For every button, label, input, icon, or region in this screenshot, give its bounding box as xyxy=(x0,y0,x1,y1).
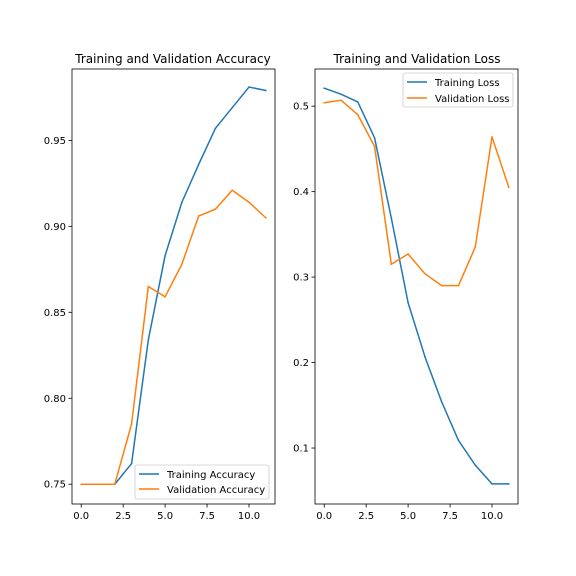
series-line-validation-loss xyxy=(323,99,510,287)
loss-chart-legend: Training Loss Validation Loss xyxy=(402,72,514,108)
loss-x-tick-label: 7.5 xyxy=(442,511,458,522)
loss-y-tick-label: 0.5 xyxy=(293,102,309,113)
data-point-validation-accuracy xyxy=(80,483,82,485)
data-point-validation-accuracy xyxy=(181,263,183,265)
data-point-validation-loss xyxy=(323,102,325,104)
data-point-validation-accuracy xyxy=(97,483,99,485)
data-point-training-accuracy xyxy=(214,127,217,130)
data-point-training-loss xyxy=(457,439,460,442)
data-point-training-loss xyxy=(373,137,376,139)
legend-label-training-accuracy: Training Accuracy xyxy=(166,470,255,481)
data-point-validation-loss xyxy=(390,263,393,266)
accuracy-chart-legend: Training Accuracy Validation Accuracy xyxy=(134,464,270,500)
data-point-validation-accuracy xyxy=(130,423,133,425)
data-point-validation-loss xyxy=(508,186,510,189)
loss-y-tick-label: 0.3 xyxy=(293,273,309,284)
data-point-training-accuracy xyxy=(265,89,267,92)
data-point-training-loss xyxy=(390,217,393,219)
accuracy-chart-title: Training and Validation Accuracy xyxy=(74,52,270,66)
data-point-training-accuracy xyxy=(147,339,150,341)
loss-x-tick-label: 0.0 xyxy=(316,511,332,522)
data-point-validation-accuracy xyxy=(197,215,200,217)
accuracy-chart-axes-frame xyxy=(71,68,276,505)
data-point-training-loss xyxy=(508,483,510,485)
data-point-training-loss xyxy=(424,355,426,358)
data-point-training-loss xyxy=(440,401,443,403)
accuracy-legend-box xyxy=(134,464,270,500)
data-point-training-accuracy xyxy=(164,254,166,257)
loss-y-tick-label: 0.1 xyxy=(293,444,309,455)
loss-chart-plot-area: 0.0 2.5 5.0 7.5 10.0 0.1 0.2 0.3 0.4 0.5 xyxy=(293,87,510,522)
series-line-training-loss xyxy=(323,87,510,485)
data-point-validation-loss xyxy=(340,99,342,101)
loss-chart-axes-frame xyxy=(314,68,519,505)
data-point-training-accuracy xyxy=(197,163,200,166)
legend-label-training-loss: Training Loss xyxy=(434,78,500,89)
data-point-training-loss xyxy=(474,464,476,466)
data-point-validation-loss xyxy=(373,145,376,148)
data-point-training-loss xyxy=(491,483,493,485)
accuracy-x-tick-label: 2.5 xyxy=(115,511,131,522)
accuracy-x-tick-label: 0.0 xyxy=(73,511,89,522)
data-point-validation-loss xyxy=(424,272,426,275)
data-point-training-loss xyxy=(340,93,342,95)
accuracy-y-tick-label: 0.80 xyxy=(44,394,66,405)
loss-x-tick-label: 5.0 xyxy=(400,511,416,522)
accuracy-x-tick-label: 5.0 xyxy=(157,511,173,522)
series-line-validation-accuracy xyxy=(80,189,267,485)
data-point-validation-accuracy xyxy=(114,483,116,485)
accuracy-chart-plot-area: 0.0 2.5 5.0 7.5 10.0 0.75 0.80 0.85 0.90 0.95 xyxy=(44,86,267,522)
data-point-validation-loss xyxy=(457,284,460,287)
data-point-validation-accuracy xyxy=(265,216,267,219)
data-point-validation-loss xyxy=(491,136,493,138)
data-point-validation-accuracy xyxy=(248,201,250,204)
legend-label-validation-accuracy: Validation Accuracy xyxy=(167,485,265,496)
accuracy-y-tick-label: 0.75 xyxy=(44,480,66,491)
loss-x-tick-label: 2.5 xyxy=(358,511,374,522)
accuracy-y-tick-label: 0.85 xyxy=(44,308,66,319)
loss-y-tick-label: 0.4 xyxy=(293,187,309,198)
legend-label-validation-loss: Validation Loss xyxy=(435,94,510,105)
accuracy-x-tick-label: 7.5 xyxy=(199,511,215,522)
data-point-validation-accuracy xyxy=(147,285,150,288)
loss-legend-box xyxy=(402,72,514,108)
data-point-validation-loss xyxy=(357,113,359,116)
data-point-validation-accuracy xyxy=(214,208,217,210)
data-point-training-loss xyxy=(357,101,359,103)
data-point-training-accuracy xyxy=(130,462,133,465)
data-point-validation-accuracy xyxy=(231,189,233,191)
data-point-training-loss xyxy=(407,301,409,304)
data-point-training-loss xyxy=(323,87,325,89)
data-point-training-accuracy xyxy=(181,201,183,204)
accuracy-y-tick-label: 0.95 xyxy=(44,136,66,147)
data-point-training-accuracy xyxy=(248,86,250,88)
data-point-validation-loss xyxy=(407,253,409,255)
loss-x-tick-label: 10.0 xyxy=(481,511,503,522)
accuracy-chart: Training and Validation Accuracy 0.0 2.5 5… xyxy=(44,52,276,522)
data-point-training-accuracy xyxy=(231,106,233,109)
data-point-validation-loss xyxy=(440,284,443,287)
loss-y-tick-label: 0.2 xyxy=(293,358,309,369)
data-point-validation-accuracy xyxy=(164,296,166,298)
accuracy-x-tick-label: 10.0 xyxy=(238,511,260,522)
loss-chart: Training and Validation Loss 0.0 2.5 5.0 7.… xyxy=(293,52,519,522)
data-point-validation-loss xyxy=(474,246,476,248)
accuracy-y-tick-label: 0.90 xyxy=(44,222,66,233)
loss-chart-title: Training and Validation Loss xyxy=(333,52,501,66)
